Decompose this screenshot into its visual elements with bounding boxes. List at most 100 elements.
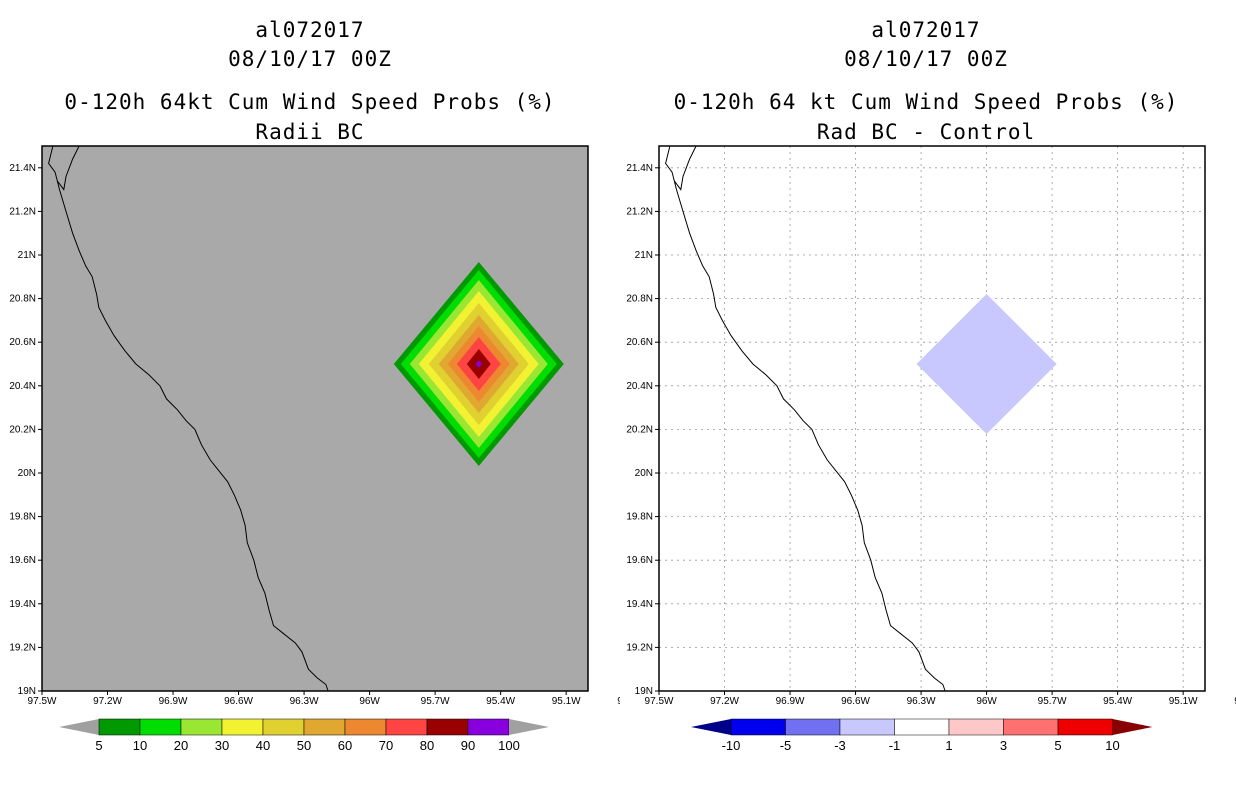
left-title-subtitle: Radii BC — [255, 120, 365, 144]
colorbar-label: -1 — [889, 738, 901, 753]
lat-tick-label: 21.4N — [626, 163, 653, 174]
lat-tick-label: 19.2N — [9, 642, 36, 653]
lat-tick-label: 20.8N — [9, 294, 36, 305]
lon-tick-label: 95.7W — [1038, 696, 1067, 707]
lon-tick-label: 96W — [976, 696, 997, 707]
left-probability-contours — [393, 262, 564, 466]
colorbar-segment — [467, 718, 510, 736]
colorbar-label: 50 — [297, 738, 311, 753]
colorbar-label: 5 — [1054, 738, 1061, 753]
lon-tick-label: 94.8W — [617, 696, 620, 707]
colorbar-above-triangle — [1112, 719, 1153, 735]
right-colorbar: -10 -5 -3 -1 1 3 5 10 — [691, 718, 1153, 753]
colorbar-above-triangle — [509, 719, 549, 735]
lon-tick-label: 97.5W — [645, 696, 674, 707]
left-title-date: 08/10/17 00Z — [228, 47, 392, 71]
right-difference-map: 21.4N 21.2N 21N 20.8N 20.6N 20.4N 20.2N 20N 19.8… — [626, 145, 1236, 753]
colorbar-label: 30 — [215, 738, 229, 753]
colorbar-label: 80 — [420, 738, 434, 753]
lat-tick-label: 20.4N — [626, 381, 653, 392]
right-lon-axis: 97.5W 97.2W 96.9W 96.6W 96.3W 96W 95.7W 95.4W 95… — [645, 691, 1236, 707]
lat-tick-label: 20.2N — [9, 424, 36, 435]
lon-tick-label: 96.9W — [776, 696, 805, 707]
right-title-subtitle: Rad BC - Control — [816, 120, 1036, 144]
left-colorbar: 5 10 20 30 40 50 60 70 80 90 100 — [59, 718, 549, 753]
right-lat-axis: 21.4N 21.2N 21N 20.8N 20.6N 20.4N 20.2N 20N 19.8… — [626, 163, 659, 697]
colorbar-label: 5 — [95, 738, 102, 753]
lat-tick-label: 20.6N — [9, 337, 36, 348]
colorbar-label: 3 — [1000, 738, 1007, 753]
probability-level-90 — [475, 360, 482, 368]
lat-tick-label: 20.8N — [626, 294, 653, 305]
lon-tick-label: 96.6W — [224, 696, 253, 707]
left-title-storm-id: al072017 — [255, 18, 365, 42]
lat-tick-label: 21.2N — [626, 206, 653, 217]
difference-region — [916, 294, 1057, 434]
lat-tick-label: 19.6N — [9, 555, 36, 566]
right-coastline — [665, 145, 946, 692]
lon-tick-label: 97.2W — [93, 696, 122, 707]
lon-tick-label: 96W — [359, 696, 380, 707]
lat-tick-label: 20.2N — [626, 424, 653, 435]
left-title-product: 0-120h 64kt Cum Wind Speed Probs (%) — [64, 90, 556, 114]
lon-tick-label: 97.5W — [28, 696, 57, 707]
right-gridlines — [659, 146, 1205, 691]
lon-tick-label: 95.7W — [421, 696, 450, 707]
colorbar-label: 100 — [498, 738, 520, 753]
colorbar-below-triangle — [59, 719, 99, 735]
lon-tick-label: 95.1W — [552, 696, 581, 707]
right-difference-contours — [916, 294, 1057, 434]
colorbar-segment — [344, 718, 387, 736]
right-title-storm-id: al072017 — [871, 18, 981, 42]
colorbar-segment — [839, 718, 895, 736]
colorbar-label: 40 — [256, 738, 270, 753]
lon-tick-label: 95.1W — [1169, 696, 1198, 707]
lat-tick-label: 19N — [635, 686, 653, 697]
colorbar-label: 20 — [174, 738, 188, 753]
lon-tick-label: 94.8W — [1234, 696, 1236, 707]
colorbar-label: 60 — [338, 738, 352, 753]
left-lat-axis: 21.4N 21.2N 21N 20.8N 20.6N 20.4N 20.2N 20N 19.8… — [9, 163, 42, 697]
lat-tick-label: 19.6N — [626, 555, 653, 566]
colorbar-label: 10 — [133, 738, 147, 753]
right-map-frame — [658, 145, 1206, 692]
left-probability-map: 21.4N 21.2N 21N 20.8N 20.6N 20.4N 20.2N 20N 19.8… — [9, 145, 620, 753]
colorbar-segment — [221, 718, 264, 736]
lon-tick-label: 96.3W — [907, 696, 936, 707]
lat-tick-label: 21.4N — [9, 163, 36, 174]
left-map-frame — [41, 145, 589, 692]
right-map-background — [659, 146, 1205, 691]
colorbar-segment — [98, 718, 141, 736]
colorbar-segment — [262, 718, 305, 736]
lat-tick-label: 20N — [18, 468, 36, 479]
lon-tick-label: 96.9W — [159, 696, 188, 707]
colorbar-label: 10 — [1105, 738, 1119, 753]
lat-tick-label: 19.4N — [9, 599, 36, 610]
colorbar-label: -10 — [722, 738, 741, 753]
colorbar-segment — [785, 718, 841, 736]
lon-tick-label: 95.4W — [486, 696, 515, 707]
colorbar-segment — [180, 718, 223, 736]
lat-tick-label: 19.4N — [626, 599, 653, 610]
left-lon-axis: 97.5W 97.2W 96.9W 96.6W 96.3W 96W 95.7W 95.4W 95… — [28, 691, 620, 707]
lat-tick-label: 19N — [18, 686, 36, 697]
colorbar-segment — [948, 718, 1004, 736]
colorbar-segment — [1057, 718, 1113, 736]
lat-tick-label: 19.8N — [9, 512, 36, 523]
lon-tick-label: 97.2W — [710, 696, 739, 707]
colorbar-segment — [139, 718, 182, 736]
colorbar-label: -5 — [780, 738, 792, 753]
lat-tick-label: 21.2N — [9, 206, 36, 217]
colorbar-label: -3 — [834, 738, 846, 753]
lat-tick-label: 20N — [635, 468, 653, 479]
colorbar-segment — [1003, 718, 1059, 736]
colorbar-segment — [385, 718, 428, 736]
left-coastline — [48, 145, 329, 692]
colorbar-segment — [303, 718, 346, 736]
colorbar-segment — [894, 718, 950, 736]
lat-tick-label: 21N — [635, 250, 653, 261]
lat-tick-label: 21N — [18, 250, 36, 261]
lon-tick-label: 95.4W — [1103, 696, 1132, 707]
right-title-date: 08/10/17 00Z — [844, 47, 1008, 71]
colorbar-label: 90 — [461, 738, 475, 753]
